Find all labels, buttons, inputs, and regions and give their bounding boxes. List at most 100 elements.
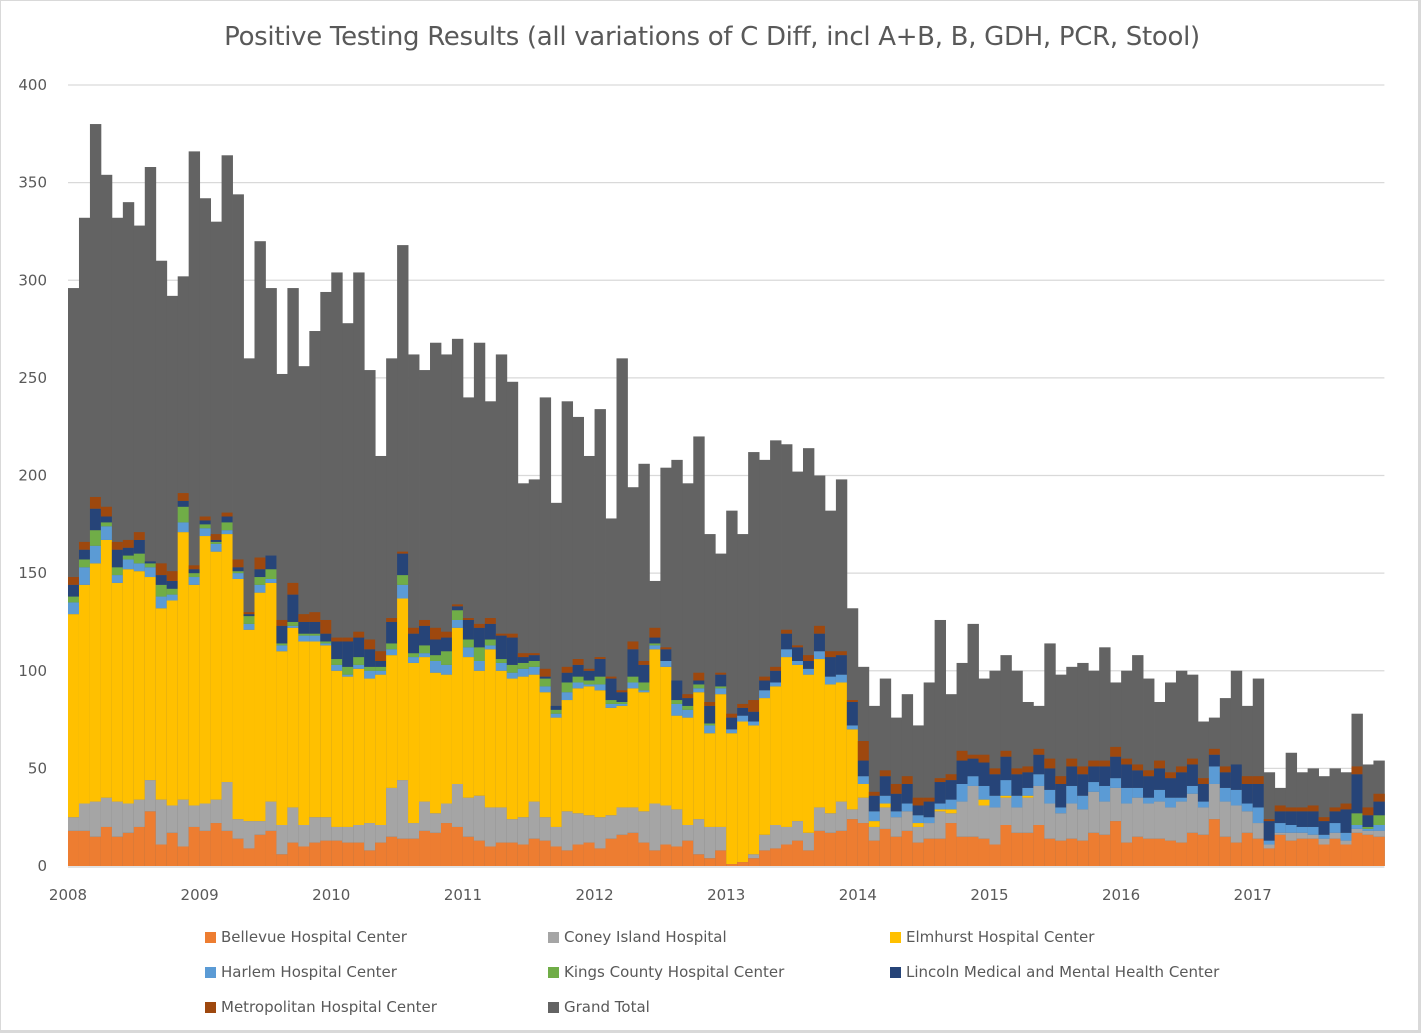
bar-month [1077, 662, 1089, 866]
bar-segment-metropolitan-hospital-center [934, 778, 946, 783]
bar-segment-coney-island-hospital [923, 823, 936, 839]
bar-segment-coney-island-hospital [440, 803, 453, 824]
bar-grand-total [473, 342, 486, 867]
bar-grand-total [386, 358, 398, 866]
bar-segment-coney-island-hospital [386, 787, 398, 837]
bar-segment-coney-island-hospital [1252, 823, 1265, 839]
bar-segment-elmhurst-hospital-center [528, 674, 541, 802]
bar-segment-kings-county-hospital-center [693, 684, 705, 689]
bar-segment-coney-island-hospital [945, 813, 957, 824]
bar-segment-harlem-hospital-center [1230, 789, 1243, 806]
bar-segment-metropolitan-hospital-center [1165, 772, 1177, 779]
bar-segment-coney-island-hospital [1132, 797, 1144, 837]
bar-segment-bellevue-hospital-center [364, 850, 376, 866]
bar-month [1351, 713, 1363, 866]
bar-segment-harlem-hospital-center [1066, 785, 1078, 804]
bar-segment-coney-island-hospital [1230, 805, 1243, 843]
bar-segment-coney-island-hospital [1000, 797, 1012, 825]
bar-grand-total [539, 397, 552, 866]
bar-month [462, 397, 475, 866]
bar-segment-harlem-hospital-center [824, 676, 837, 685]
bar-segment-kings-county-hospital-center [221, 522, 233, 531]
bar-segment-metropolitan-hospital-center [1055, 776, 1067, 784]
x-tick-label: 2012 [575, 886, 613, 904]
bar-month [1165, 682, 1177, 866]
bar-segment-harlem-hospital-center [781, 649, 793, 658]
bar-segment-elmhurst-hospital-center [572, 688, 584, 814]
bar-segment-coney-island-hospital [254, 821, 266, 835]
legend-swatch [205, 1001, 216, 1013]
bar-segment-elmhurst-hospital-center [462, 657, 475, 798]
bar-segment-bellevue-hospital-center [737, 862, 749, 866]
bar-segment-lincoln-medical-and-mental-health-center [440, 637, 453, 652]
bar-segment-bellevue-hospital-center [846, 819, 859, 866]
bar-segment-kings-county-hospital-center [583, 680, 595, 685]
bar-month [539, 397, 552, 866]
bar-segment-harlem-hospital-center [835, 674, 848, 683]
bar-segment-kings-county-hospital-center [155, 584, 168, 597]
bar-segment-lincoln-medical-and-mental-health-center [276, 625, 288, 644]
bar-month [265, 288, 277, 866]
bar-segment-metropolitan-hospital-center [1373, 793, 1385, 802]
bar-segment-lincoln-medical-and-mental-health-center [1219, 772, 1232, 788]
bar-month [419, 370, 431, 866]
bar-segment-metropolitan-hospital-center [956, 750, 968, 761]
bar-segment-bellevue-hospital-center [945, 823, 957, 866]
bar-segment-metropolitan-hospital-center [901, 776, 914, 784]
bar-month [846, 608, 859, 866]
bar-grand-total [331, 272, 343, 866]
bar-segment-elmhurst-hospital-center [419, 657, 431, 802]
bar-segment-lincoln-medical-and-mental-health-center [682, 698, 694, 706]
bar-month [111, 217, 124, 866]
bar-month [879, 678, 892, 866]
bar-segment-harlem-hospital-center [375, 670, 387, 675]
bar-segment-harlem-hospital-center [68, 602, 80, 615]
bar-segment-elmhurst-hospital-center [627, 688, 639, 808]
bar-segment-harlem-hospital-center [408, 657, 420, 663]
bar-segment-kings-county-hospital-center [78, 559, 91, 568]
bar-segment-lincoln-medical-and-mental-health-center [144, 561, 157, 564]
bar-segment-lincoln-medical-and-mental-health-center [759, 680, 771, 691]
bar-segment-metropolitan-hospital-center [923, 797, 936, 802]
bar-segment-harlem-hospital-center [1165, 797, 1177, 808]
bar-segment-bellevue-hospital-center [693, 854, 705, 866]
bar-segment-kings-county-hospital-center [419, 645, 431, 654]
bar-segment-lincoln-medical-and-mental-health-center [660, 649, 672, 661]
bar-month [309, 331, 321, 866]
bar-segment-metropolitan-hospital-center [1285, 807, 1298, 812]
bar-segment-coney-island-hospital [682, 824, 694, 841]
bar-segment-bellevue-hospital-center [484, 846, 497, 866]
bar-segment-harlem-hospital-center [133, 563, 146, 572]
bar-segment-harlem-hospital-center [1373, 824, 1385, 831]
bar-segment-elmhurst-hospital-center [276, 651, 288, 825]
bar-month [912, 725, 925, 866]
bar-segment-kings-county-hospital-center [265, 569, 277, 579]
bar-segment-bellevue-hospital-center [68, 830, 80, 866]
bar-month [1186, 674, 1199, 866]
bar-segment-lincoln-medical-and-mental-health-center [430, 639, 442, 656]
bar-segment-lincoln-medical-and-mental-health-center [1307, 811, 1319, 827]
bar-segment-metropolitan-hospital-center [397, 551, 409, 554]
bar-segment-elmhurst-hospital-center [199, 536, 212, 804]
bar-segment-coney-island-hospital [111, 801, 124, 837]
bar-segment-harlem-hospital-center [1340, 832, 1352, 841]
bar-segment-lincoln-medical-and-mental-health-center [166, 580, 179, 589]
bar-segment-lincoln-medical-and-mental-health-center [111, 549, 124, 568]
bar-segment-kings-county-hospital-center [68, 596, 80, 603]
bar-segment-kings-county-hospital-center [144, 563, 157, 568]
bar-segment-metropolitan-hospital-center [1340, 803, 1352, 810]
bars [68, 124, 1385, 867]
bar-segment-lincoln-medical-and-mental-health-center [901, 783, 914, 804]
bar-month [1373, 760, 1385, 866]
bar-segment-elmhurst-hospital-center [649, 649, 661, 804]
bar-segment-bellevue-hospital-center [813, 830, 826, 866]
bar-segment-lincoln-medical-and-mental-health-center [594, 659, 606, 677]
bar-grand-total [616, 358, 628, 866]
bar-month [1143, 678, 1155, 866]
legend-label: Metropolitan Hospital Center [221, 998, 437, 1016]
bar-segment-coney-island-hospital [287, 807, 299, 843]
bar-segment-harlem-hospital-center [1154, 789, 1166, 802]
bar-month [1121, 670, 1133, 866]
bar-segment-bellevue-hospital-center [583, 842, 595, 866]
bar-month [1208, 717, 1221, 866]
